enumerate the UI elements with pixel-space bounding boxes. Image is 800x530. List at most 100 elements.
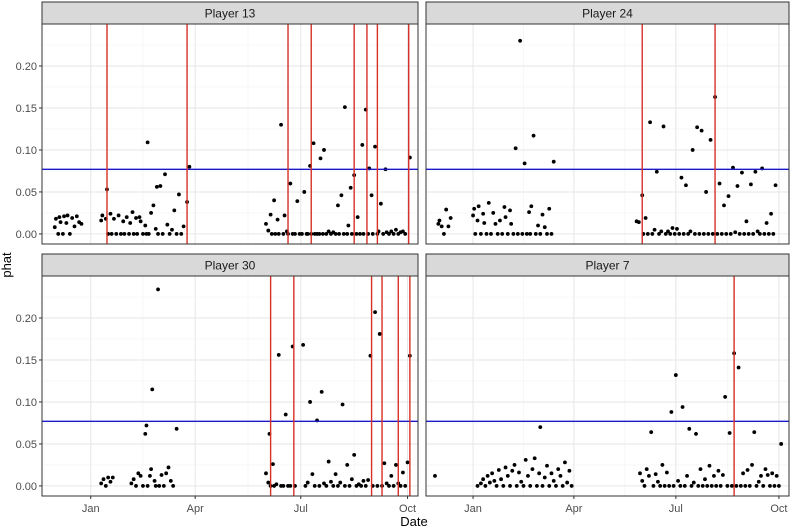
panel-title: Player 30	[205, 259, 256, 273]
data-point	[354, 232, 359, 236]
data-point	[109, 232, 114, 236]
data-point	[308, 400, 312, 404]
data-point	[667, 484, 672, 488]
data-point	[508, 484, 512, 488]
data-point	[149, 211, 153, 215]
data-point	[740, 170, 744, 175]
data-point	[694, 431, 698, 436]
data-point	[492, 478, 497, 483]
data-point	[305, 232, 310, 236]
data-point	[666, 229, 670, 234]
data-point	[478, 232, 483, 236]
data-point	[138, 473, 143, 478]
data-point	[489, 232, 493, 236]
data-point	[52, 225, 57, 230]
data-point	[156, 232, 160, 236]
data-point	[481, 211, 486, 216]
data-point	[508, 208, 512, 213]
data-point	[389, 473, 394, 478]
data-point	[337, 232, 341, 236]
data-point	[349, 232, 354, 236]
data-point	[106, 475, 111, 480]
data-point	[737, 232, 742, 236]
data-point	[478, 481, 483, 486]
data-point	[664, 470, 669, 475]
data-point	[135, 232, 140, 236]
data-point	[490, 471, 495, 476]
data-point	[704, 190, 708, 194]
data-point	[482, 221, 487, 225]
data-point	[755, 229, 760, 234]
data-point	[770, 471, 775, 476]
data-point	[648, 120, 652, 125]
data-point	[679, 175, 684, 180]
data-point	[387, 484, 391, 488]
data-point	[170, 227, 174, 232]
data-point	[159, 473, 164, 477]
data-point	[761, 484, 766, 488]
data-point	[149, 467, 153, 472]
data-point	[673, 373, 678, 377]
data-point	[542, 225, 547, 230]
data-point	[499, 477, 503, 482]
data-point	[134, 216, 138, 220]
data-point	[122, 232, 127, 236]
data-point	[108, 211, 113, 216]
data-point	[530, 467, 535, 472]
data-point	[336, 484, 340, 488]
data-point	[549, 471, 554, 476]
data-point	[774, 473, 779, 478]
data-point	[153, 484, 158, 488]
panel-title: Player 13	[205, 7, 256, 21]
data-point	[144, 423, 149, 428]
data-point	[74, 214, 79, 219]
data-point	[753, 169, 758, 174]
data-point	[491, 211, 496, 215]
data-point	[439, 224, 444, 229]
data-point	[535, 484, 539, 488]
data-point	[731, 165, 735, 170]
data-point	[692, 232, 697, 236]
data-point	[145, 484, 150, 488]
data-point	[707, 463, 712, 468]
data-point	[505, 232, 510, 236]
panel-border	[425, 275, 790, 497]
data-point	[715, 232, 720, 236]
panel-4: Player 7 Jan Apr Jul Oct	[425, 253, 790, 515]
panel-border	[41, 23, 419, 245]
data-point	[401, 229, 405, 234]
data-point	[531, 133, 536, 138]
data-point	[495, 232, 500, 236]
data-point	[283, 412, 288, 417]
data-point	[329, 479, 333, 484]
x-tick-label: Oct	[399, 503, 416, 515]
data-point	[493, 221, 498, 226]
data-point	[545, 463, 549, 468]
y-tick-label: 0.15	[16, 103, 37, 115]
data-point	[498, 218, 502, 223]
data-point	[64, 221, 69, 225]
data-point	[339, 193, 344, 198]
data-point	[345, 232, 350, 236]
data-point	[668, 232, 673, 236]
data-point	[742, 232, 747, 236]
data-point	[528, 232, 533, 236]
data-point	[326, 459, 331, 464]
data-point	[338, 480, 343, 485]
data-point	[524, 232, 529, 236]
data-point	[320, 232, 325, 236]
data-point	[723, 395, 728, 399]
data-point	[391, 484, 396, 488]
data-point	[551, 478, 556, 483]
data-point	[678, 484, 683, 488]
data-point	[741, 471, 745, 476]
panel-background	[42, 276, 418, 496]
data-point	[689, 484, 694, 488]
data-point	[471, 213, 475, 218]
data-point	[726, 194, 731, 199]
data-point	[509, 221, 514, 226]
data-point	[326, 229, 331, 234]
data-point	[138, 219, 143, 224]
data-point	[273, 232, 278, 236]
